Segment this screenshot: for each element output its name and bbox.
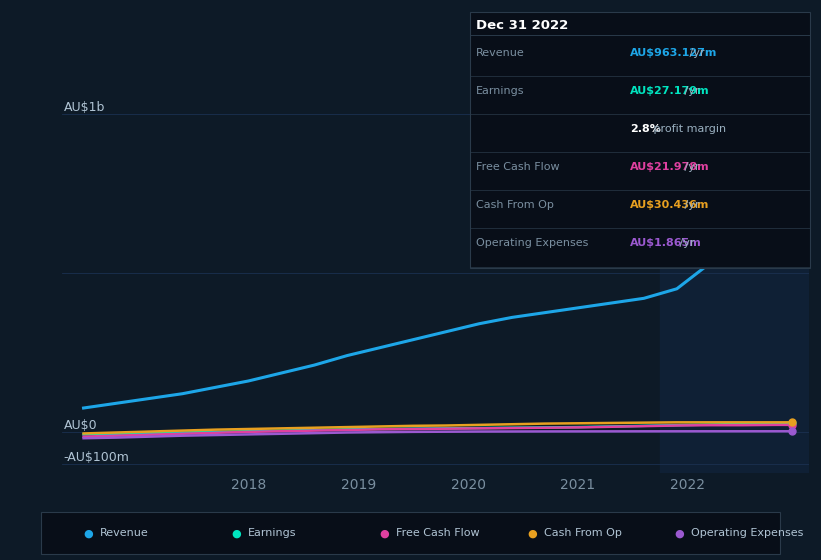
Text: ●: ● xyxy=(527,529,537,538)
Text: /yr: /yr xyxy=(681,162,699,172)
Text: Earnings: Earnings xyxy=(476,86,525,96)
Text: AU$1b: AU$1b xyxy=(64,101,105,114)
Text: Free Cash Flow: Free Cash Flow xyxy=(476,162,560,172)
Bar xyxy=(660,98,809,473)
Text: Operating Expenses: Operating Expenses xyxy=(476,238,589,248)
Text: ●: ● xyxy=(379,529,389,538)
Text: Cash From Op: Cash From Op xyxy=(476,200,554,210)
Text: /yr: /yr xyxy=(686,48,704,58)
Text: /yr: /yr xyxy=(681,86,699,96)
Text: AU$30.436m: AU$30.436m xyxy=(630,200,709,210)
Text: Free Cash Flow: Free Cash Flow xyxy=(396,529,479,538)
Text: profit margin: profit margin xyxy=(650,124,727,134)
Text: AU$0: AU$0 xyxy=(64,419,98,432)
Text: ●: ● xyxy=(232,529,241,538)
Text: Cash From Op: Cash From Op xyxy=(544,529,621,538)
Text: -AU$100m: -AU$100m xyxy=(64,451,130,464)
Text: Revenue: Revenue xyxy=(476,48,525,58)
Text: AU$1.865m: AU$1.865m xyxy=(630,238,701,248)
Text: /yr: /yr xyxy=(676,238,694,248)
Text: ●: ● xyxy=(84,529,94,538)
Text: AU$963.127m: AU$963.127m xyxy=(630,48,717,58)
Text: ●: ● xyxy=(675,529,685,538)
Text: Earnings: Earnings xyxy=(248,529,296,538)
Text: Dec 31 2022: Dec 31 2022 xyxy=(476,19,568,32)
Text: AU$21.978m: AU$21.978m xyxy=(630,162,709,172)
Text: Revenue: Revenue xyxy=(100,529,149,538)
Text: /yr: /yr xyxy=(681,200,699,210)
Text: AU$27.179m: AU$27.179m xyxy=(630,86,709,96)
Text: Operating Expenses: Operating Expenses xyxy=(691,529,804,538)
Text: 2.8%: 2.8% xyxy=(630,124,661,134)
